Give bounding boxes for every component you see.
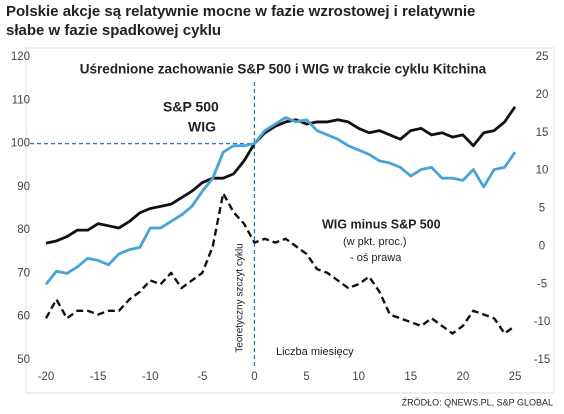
series-label: WIG: [188, 119, 216, 135]
y-tick-label: 100: [11, 138, 30, 150]
subtitle: Uśrednione zachowanie S&P 500 i WIG w tr…: [80, 62, 487, 77]
x-tick-label: -5: [197, 371, 207, 383]
y2-tick-label: -5: [537, 278, 547, 290]
series-line: [44, 192, 516, 335]
title: Polskie akcje są relatywnie mocne w fazi…: [6, 3, 475, 20]
y2-tick-label: 15: [536, 127, 549, 139]
series-label: WIG minus S&P 500: [322, 217, 441, 231]
y2-tick-label: 10: [536, 165, 549, 177]
source: ŹRÓDŁO: QNEWS.PL, S&P GLOBAL: [402, 397, 553, 407]
x-tick-label: 5: [303, 371, 309, 383]
x-tick-label: 0: [251, 371, 257, 383]
x-tick-label: -15: [90, 371, 107, 383]
y-tick-label: 90: [17, 181, 30, 193]
y-tick-label: 60: [17, 311, 30, 323]
y2-tick-label: 0: [539, 240, 545, 252]
frame: [25, 47, 555, 394]
y-tick-label: 80: [17, 224, 30, 236]
y-tick-label: 70: [17, 267, 30, 279]
series-line: [44, 116, 517, 286]
annotation: Teoretyczny szczyt cyklu: [235, 243, 246, 352]
x-tick-label: 15: [404, 371, 417, 383]
y2-tick-label: 20: [536, 89, 549, 101]
y2-tick-label: 25: [536, 51, 549, 63]
y-tick-label: 110: [12, 94, 30, 106]
y-tick-label: 50: [17, 354, 30, 366]
y2-tick-label: -15: [534, 354, 551, 366]
x-tick-label: 10: [352, 371, 365, 383]
annotation: - oś prawa: [350, 252, 402, 264]
series-line: [45, 105, 517, 245]
x-tick-label: -10: [142, 371, 159, 383]
y2-tick-label: 5: [539, 203, 545, 215]
x-tick-label: 25: [509, 371, 522, 383]
annotation: (w pkt. proc.): [343, 236, 407, 248]
y2-tick-label: -10: [534, 316, 551, 328]
x-axis-label: Liczba miesięcy: [276, 346, 354, 358]
y-tick-label: 120: [11, 51, 30, 63]
series-label: S&P 500: [163, 99, 219, 115]
x-tick-label: 20: [456, 371, 469, 383]
title: słabe w fazie spadkowej cyklu: [6, 22, 221, 39]
x-tick-label: -20: [38, 371, 55, 383]
